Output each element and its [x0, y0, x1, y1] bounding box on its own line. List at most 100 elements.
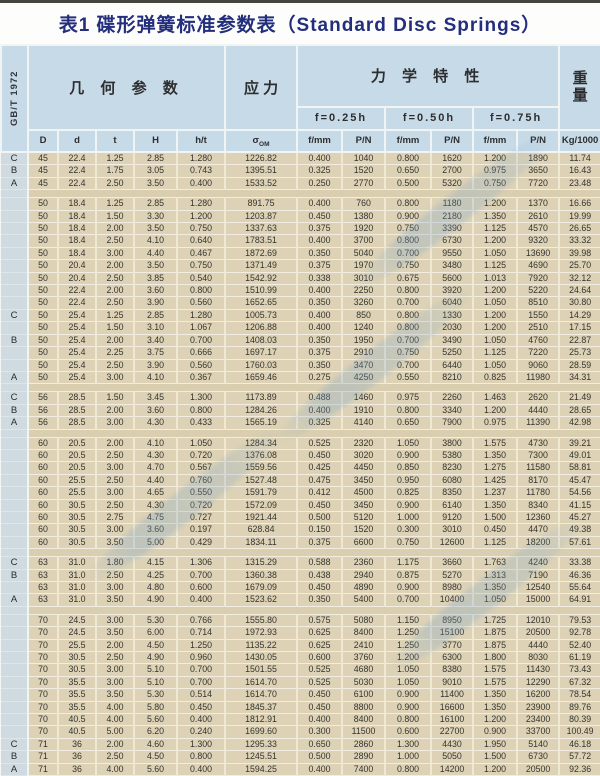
value-cell: 2260 — [431, 391, 475, 405]
table-row: 60 20.5 3.00 4.70 0.567 1559.56 0.425 4450 0.850… — [1, 461, 600, 475]
col-header-t: t — [95, 128, 135, 154]
value-cell: 70 — [28, 663, 59, 677]
value-cell: 0.514 — [177, 688, 227, 702]
value-cell: 16.43 — [559, 164, 600, 178]
value-cell: 1180 — [431, 197, 475, 211]
value-cell: 0.650 — [385, 164, 433, 178]
table-row: C 56 28.5 1.50 3.45 1.300 1173.89 0.488 1460 0.97… — [1, 391, 600, 405]
value-cell: 25.5 — [58, 486, 97, 500]
value-cell: 20.4 — [58, 259, 97, 273]
value-cell: 0.525 — [297, 676, 344, 690]
value-cell: 4430 — [431, 738, 475, 752]
value-cell: 5.30 — [134, 688, 178, 702]
value-cell: 0.350 — [297, 247, 344, 261]
value-cell: 5140 — [517, 738, 561, 752]
value-cell: 5040 — [342, 247, 387, 261]
value-cell: 0.525 — [297, 437, 344, 450]
value-cell: 1.300 — [177, 391, 227, 405]
value-cell: 52.40 — [559, 639, 600, 653]
series-label-cell: C — [1, 391, 29, 405]
value-cell: 20.5 — [58, 449, 97, 463]
col-header-H: H — [133, 128, 178, 154]
value-cell: 1.575 — [473, 676, 519, 690]
value-cell: 3.50 — [134, 177, 178, 191]
value-cell: 1520 — [342, 523, 387, 537]
value-cell: 35.5 — [58, 676, 97, 690]
value-cell: 0.375 — [297, 536, 344, 550]
value-cell: 49.38 — [559, 523, 600, 537]
value-cell: 39.21 — [559, 437, 600, 450]
value-cell: 1542.92 — [225, 272, 299, 286]
value-cell: 0.450 — [297, 581, 344, 595]
series-label-cell: C — [1, 556, 29, 570]
value-cell: 1.350 — [473, 701, 519, 715]
value-cell: 60 — [28, 449, 59, 463]
value-cell: 5270 — [431, 569, 475, 583]
value-cell: 1245.51 — [225, 750, 299, 764]
value-cell: 70 — [28, 725, 59, 739]
deflection-025h-header: f=0.25h — [296, 105, 387, 132]
value-cell: 0.425 — [297, 461, 344, 475]
value-cell: 60 — [28, 499, 59, 512]
value-cell: 0.450 — [297, 210, 344, 224]
value-cell: 3450 — [342, 474, 387, 488]
value-cell: 2.00 — [96, 222, 135, 236]
value-cell: 1699.60 — [225, 725, 299, 739]
value-cell: 0.250 — [297, 177, 344, 191]
value-cell: 5400 — [342, 593, 387, 607]
value-cell: 8510 — [517, 296, 561, 310]
value-cell: 5220 — [517, 284, 561, 298]
value-cell: 0.727 — [177, 511, 227, 525]
value-cell: 2.50 — [96, 750, 135, 764]
value-cell: 0.400 — [297, 763, 344, 776]
mechanical-group-header: 力 学 特 性 — [296, 44, 561, 108]
value-cell: 0.750 — [177, 259, 227, 273]
value-cell: 45.27 — [559, 511, 600, 525]
value-cell: 3.50 — [96, 626, 135, 640]
value-cell: 56 — [28, 416, 59, 430]
series-label-cell — [1, 449, 29, 463]
value-cell: 0.975 — [473, 416, 519, 430]
value-cell: 5380 — [431, 449, 475, 463]
value-cell: 24.64 — [559, 284, 600, 298]
value-cell: 0.700 — [385, 593, 433, 607]
page-title: 表1 碟形弹簧标准参数表（Standard Disc Springs） — [0, 3, 600, 44]
value-cell: 3.90 — [134, 359, 178, 372]
value-cell: 1040 — [342, 152, 387, 166]
value-cell: 0.197 — [177, 523, 227, 537]
value-cell: 11430 — [517, 663, 561, 677]
value-cell: 1.050 — [473, 334, 519, 348]
value-cell: 7190 — [517, 569, 561, 583]
value-cell: 1.200 — [473, 152, 519, 166]
table-row: 70 35.5 3.00 5.10 0.700 1614.70 0.525 5030 1.050… — [1, 676, 600, 690]
value-cell: 0.700 — [385, 334, 433, 348]
value-cell: 61.19 — [559, 651, 600, 665]
value-cell: 50 — [28, 234, 59, 248]
value-cell: 1.463 — [473, 391, 519, 405]
value-cell: 0.650 — [297, 738, 344, 752]
value-cell: 6.20 — [134, 725, 178, 739]
value-cell: 22.4 — [58, 296, 97, 310]
value-cell: 1360.38 — [225, 569, 299, 583]
table-row: 50 18.4 1.25 2.85 1.280 891.75 0.400 760 0.800 11… — [1, 197, 600, 211]
value-cell: 3650 — [517, 164, 561, 178]
value-cell: 0.450 — [473, 523, 519, 537]
value-cell: 1565.19 — [225, 416, 299, 430]
value-cell: 1.175 — [385, 556, 433, 570]
table-row: 50 20.4 2.00 3.50 0.750 1371.49 0.375 1970 0.750… — [1, 259, 600, 273]
value-cell: 7400 — [342, 763, 387, 776]
value-cell: 3.00 — [96, 247, 135, 261]
value-cell: 1614.70 — [225, 688, 299, 702]
value-cell: 0.766 — [177, 614, 227, 628]
value-cell: 30.5 — [58, 536, 97, 550]
value-cell: 25.5 — [58, 474, 97, 488]
value-cell: 0.525 — [297, 663, 344, 677]
value-cell: 0.500 — [297, 750, 344, 764]
value-cell: 57.61 — [559, 536, 600, 550]
value-cell: 2610 — [517, 210, 561, 224]
series-label-cell — [1, 437, 29, 450]
value-cell: 1.25 — [96, 309, 135, 323]
value-cell: 11780 — [517, 486, 561, 500]
value-cell: 4250 — [342, 371, 387, 385]
value-cell: 2.75 — [96, 511, 135, 525]
